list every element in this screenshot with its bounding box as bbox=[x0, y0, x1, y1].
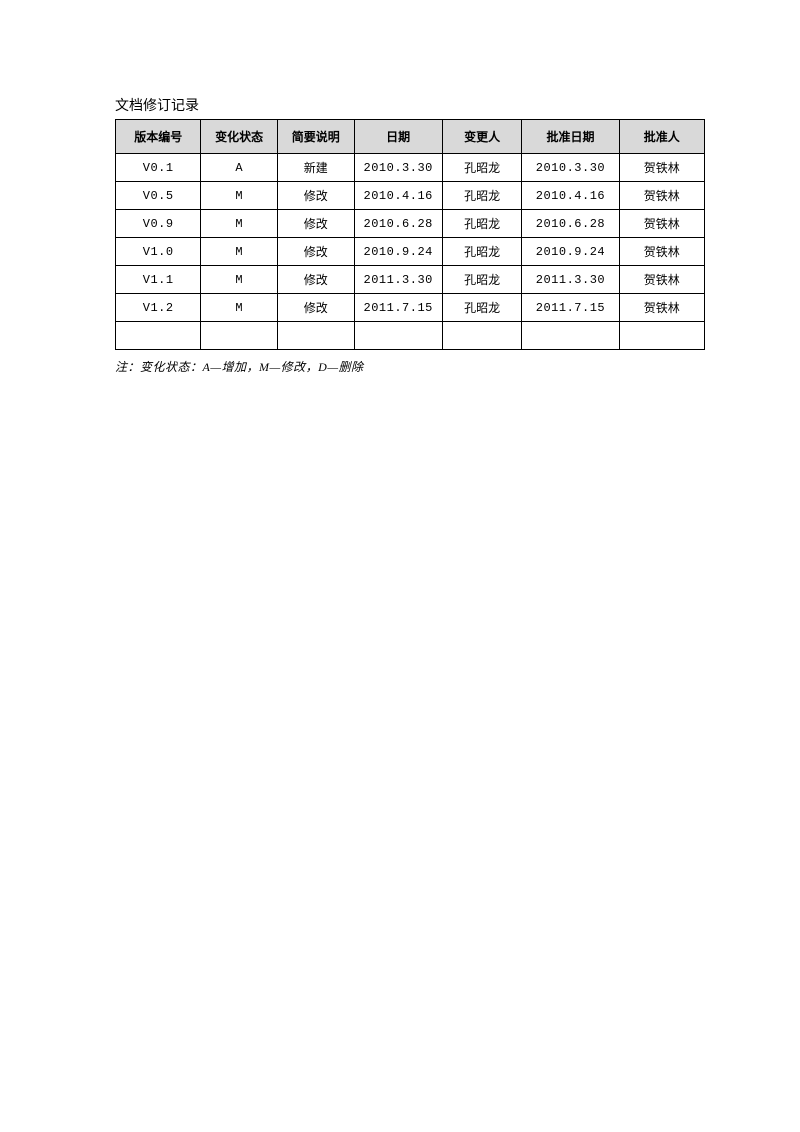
table-cell bbox=[442, 322, 522, 350]
table-cell: 修改 bbox=[277, 238, 354, 266]
table-cell: 2011.3.30 bbox=[522, 266, 619, 294]
table-cell: 2010.9.24 bbox=[522, 238, 619, 266]
table-cell: 修改 bbox=[277, 266, 354, 294]
table-cell: V1.1 bbox=[116, 266, 201, 294]
table-header-cell: 变化状态 bbox=[201, 120, 278, 154]
table-cell: V1.2 bbox=[116, 294, 201, 322]
table-header-cell: 版本编号 bbox=[116, 120, 201, 154]
table-cell: 孔昭龙 bbox=[442, 210, 522, 238]
table-cell: 2010.3.30 bbox=[354, 154, 442, 182]
table-row bbox=[116, 322, 705, 350]
table-cell: 2010.9.24 bbox=[354, 238, 442, 266]
table-header-cell: 变更人 bbox=[442, 120, 522, 154]
table-cell: 修改 bbox=[277, 182, 354, 210]
table-row: V0.1A新建2010.3.30孔昭龙2010.3.30贺铁林 bbox=[116, 154, 705, 182]
table-cell: 2010.3.30 bbox=[522, 154, 619, 182]
table-cell: M bbox=[201, 238, 278, 266]
table-header-cell: 批准日期 bbox=[522, 120, 619, 154]
table-cell: 修改 bbox=[277, 210, 354, 238]
table-cell: 贺铁林 bbox=[619, 182, 704, 210]
table-cell: M bbox=[201, 210, 278, 238]
table-cell: M bbox=[201, 266, 278, 294]
table-cell: 新建 bbox=[277, 154, 354, 182]
table-cell: 孔昭龙 bbox=[442, 154, 522, 182]
table-header-cell: 批准人 bbox=[619, 120, 704, 154]
table-cell bbox=[201, 322, 278, 350]
table-cell: 孔昭龙 bbox=[442, 294, 522, 322]
table-cell: 贺铁林 bbox=[619, 210, 704, 238]
table-cell: A bbox=[201, 154, 278, 182]
table-note: 注：变化状态：A—增加，M—修改，D—删除 bbox=[115, 358, 705, 375]
table-cell: 2011.7.15 bbox=[354, 294, 442, 322]
table-cell: V0.9 bbox=[116, 210, 201, 238]
table-cell: 孔昭龙 bbox=[442, 238, 522, 266]
table-cell: V0.1 bbox=[116, 154, 201, 182]
table-header-cell: 简要说明 bbox=[277, 120, 354, 154]
table-cell: 2011.3.30 bbox=[354, 266, 442, 294]
table-cell bbox=[522, 322, 619, 350]
table-cell: 2010.6.28 bbox=[354, 210, 442, 238]
table-cell bbox=[116, 322, 201, 350]
table-cell: 贺铁林 bbox=[619, 238, 704, 266]
table-cell bbox=[277, 322, 354, 350]
table-cell: 2011.7.15 bbox=[522, 294, 619, 322]
table-cell: 孔昭龙 bbox=[442, 266, 522, 294]
document-title: 文档修订记录 bbox=[115, 95, 705, 115]
table-row: V1.1M修改2011.3.30孔昭龙2011.3.30贺铁林 bbox=[116, 266, 705, 294]
table-cell: M bbox=[201, 294, 278, 322]
table-cell: 孔昭龙 bbox=[442, 182, 522, 210]
table-cell: 修改 bbox=[277, 294, 354, 322]
table-cell: 2010.4.16 bbox=[522, 182, 619, 210]
table-cell: 贺铁林 bbox=[619, 294, 704, 322]
table-cell bbox=[354, 322, 442, 350]
table-cell: V0.5 bbox=[116, 182, 201, 210]
table-header-cell: 日期 bbox=[354, 120, 442, 154]
table-row: V1.2M修改2011.7.15孔昭龙2011.7.15贺铁林 bbox=[116, 294, 705, 322]
table-row: V1.0M修改2010.9.24孔昭龙2010.9.24贺铁林 bbox=[116, 238, 705, 266]
table-cell: V1.0 bbox=[116, 238, 201, 266]
table-cell: 贺铁林 bbox=[619, 154, 704, 182]
table-cell: 2010.4.16 bbox=[354, 182, 442, 210]
table-header-row: 版本编号变化状态简要说明日期变更人批准日期批准人 bbox=[116, 120, 705, 154]
table-cell: M bbox=[201, 182, 278, 210]
revision-table: 版本编号变化状态简要说明日期变更人批准日期批准人 V0.1A新建2010.3.3… bbox=[115, 119, 705, 350]
table-cell bbox=[619, 322, 704, 350]
table-row: V0.5M修改2010.4.16孔昭龙2010.4.16贺铁林 bbox=[116, 182, 705, 210]
table-cell: 2010.6.28 bbox=[522, 210, 619, 238]
table-row: V0.9M修改2010.6.28孔昭龙2010.6.28贺铁林 bbox=[116, 210, 705, 238]
table-cell: 贺铁林 bbox=[619, 266, 704, 294]
